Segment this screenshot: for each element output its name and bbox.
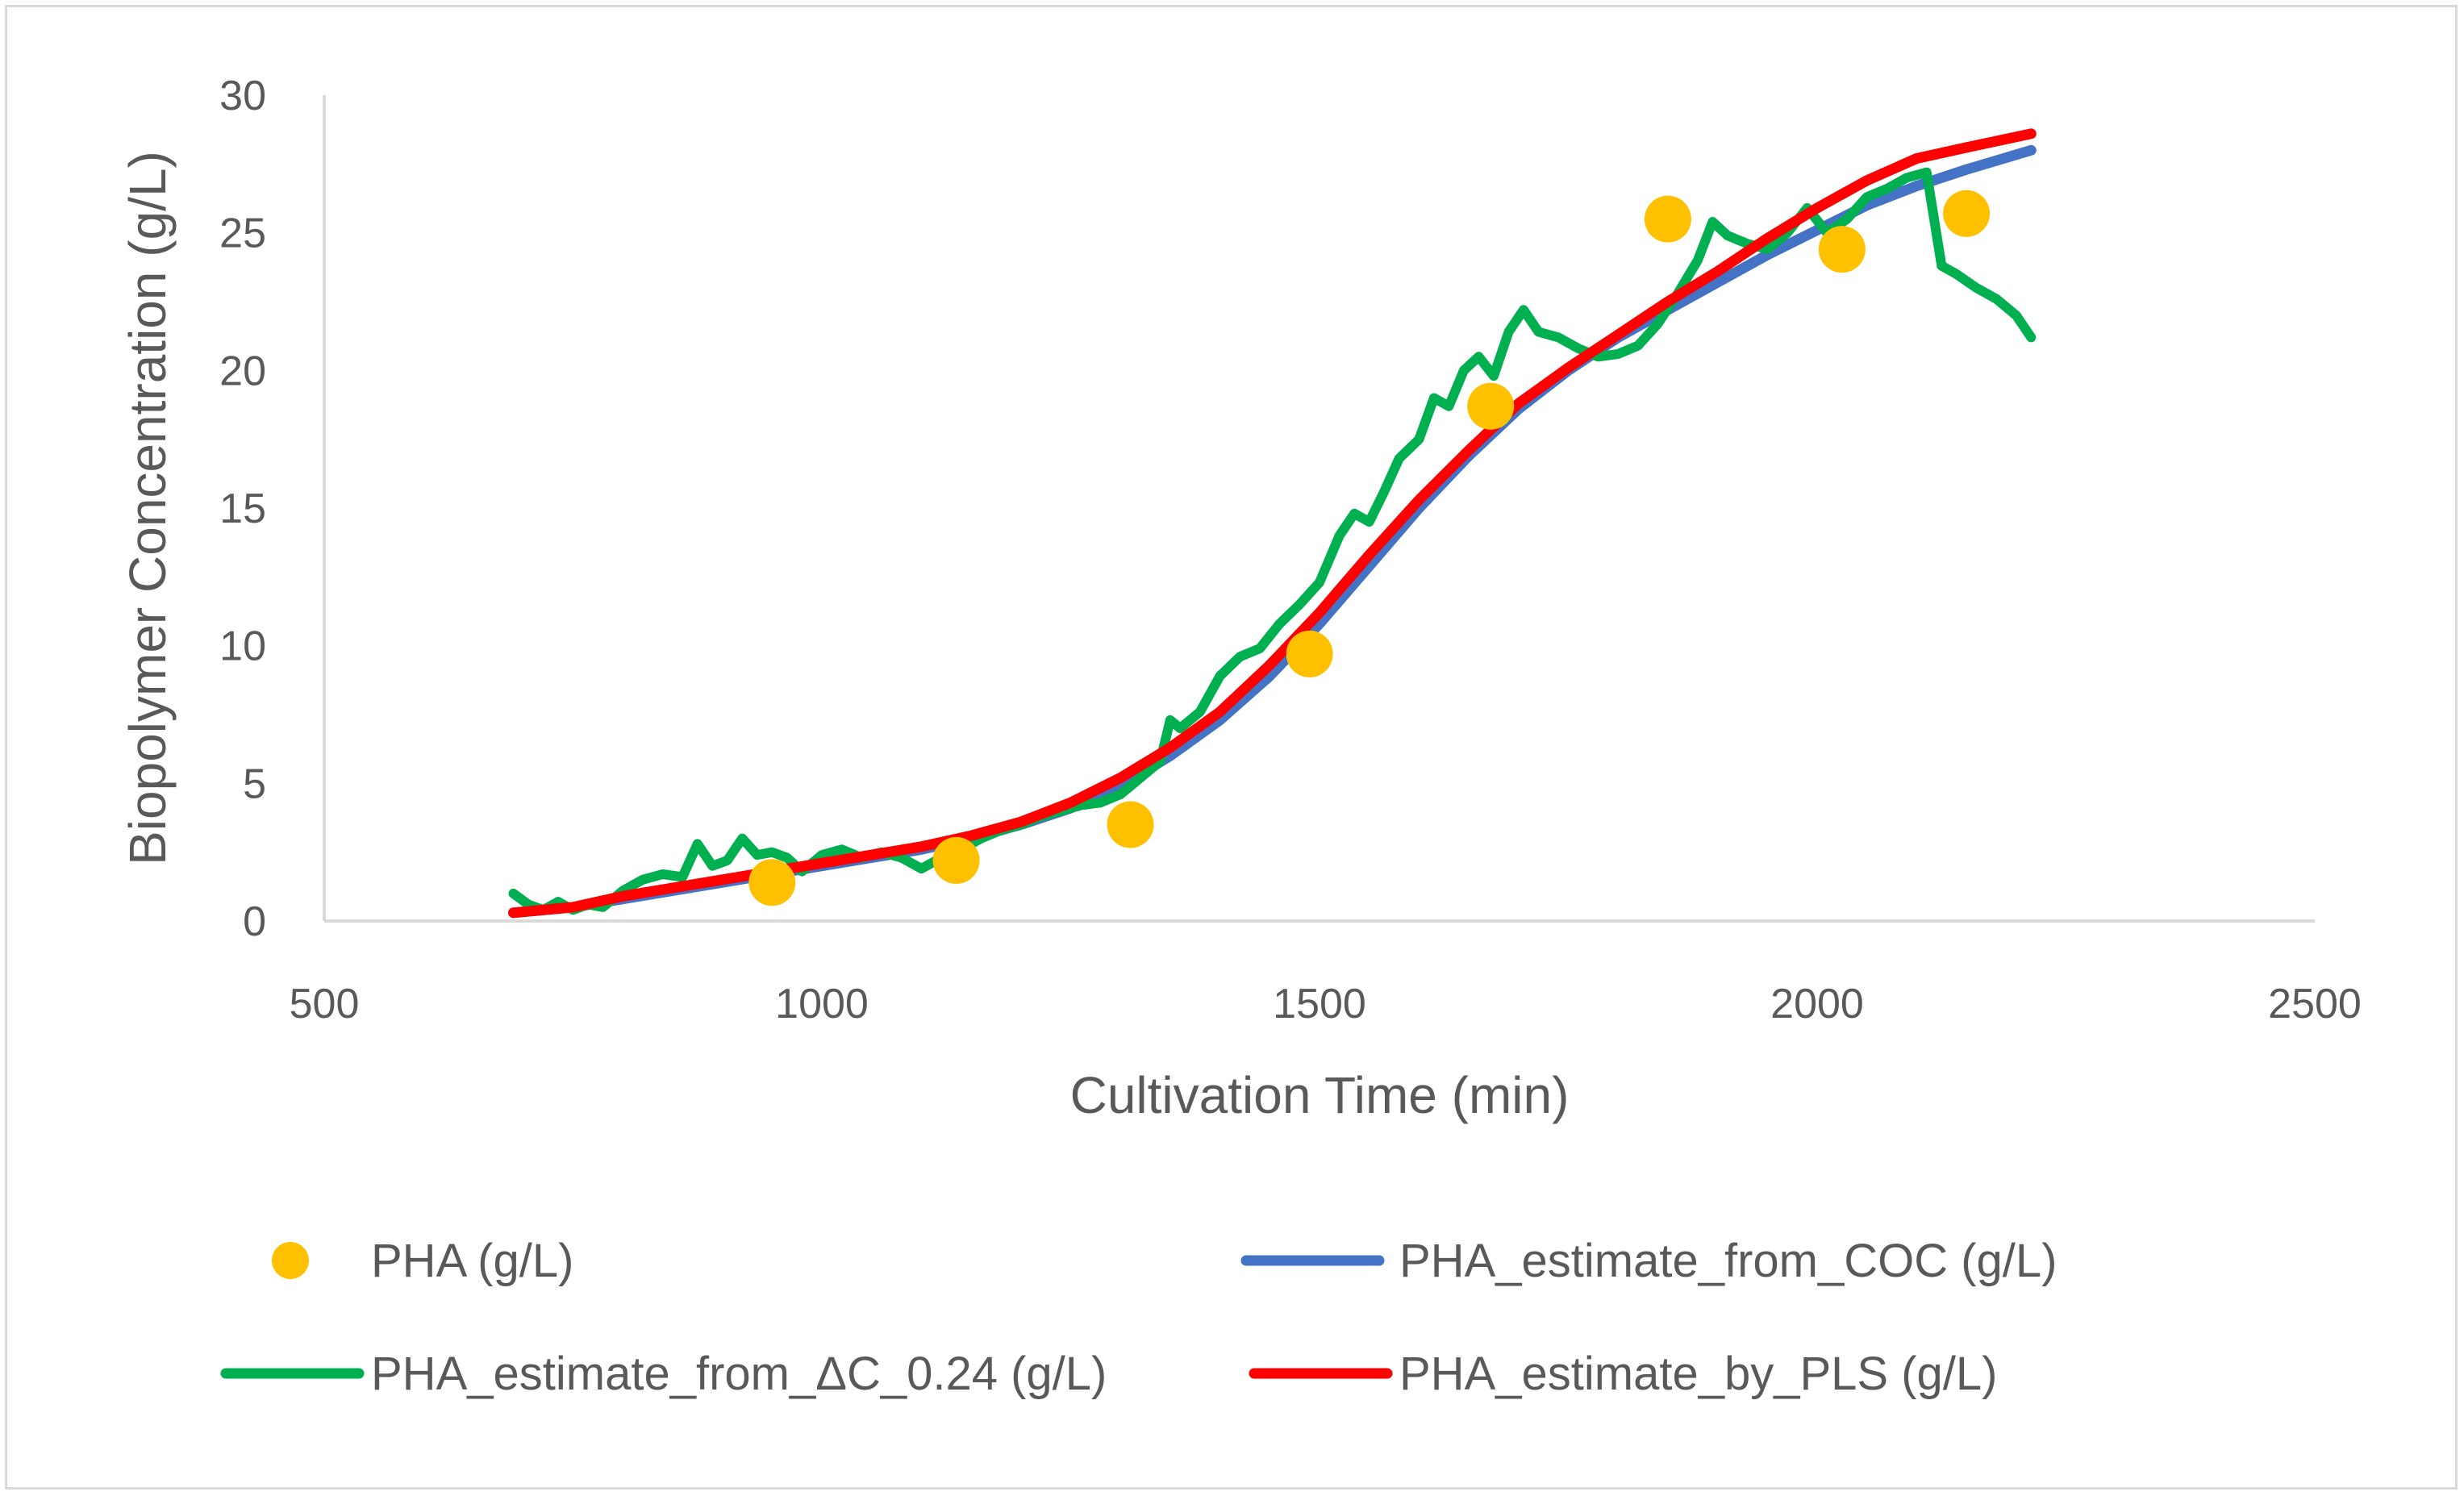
x-tick-label: 1000: [775, 981, 869, 1027]
data-point: [1818, 226, 1866, 273]
legend-marker: [272, 1242, 309, 1279]
legend-label: PHA_estimate_by_PLS (g/L): [1399, 1348, 1997, 1400]
y-tick-label: 25: [219, 210, 266, 257]
data-point: [1943, 190, 1991, 237]
data-point: [1467, 382, 1515, 430]
y-tick-label: 15: [219, 485, 266, 532]
series-layer: [508, 128, 2037, 919]
x-tick-label: 2500: [2268, 981, 2362, 1027]
y-tick-labels: 0 5 10 15 20 25 30: [219, 73, 266, 945]
x-tick-labels: 500 1000 1500 2000 2500: [290, 981, 2362, 1027]
x-axis-title: Cultivation Time (min): [1070, 1066, 1570, 1124]
chart-frame: [5, 5, 2458, 1490]
data-point: [1644, 195, 1691, 243]
data-point: [1107, 801, 1154, 848]
x-tick-label: 2000: [1770, 981, 1864, 1027]
x-tick-label: 1500: [1273, 981, 1366, 1027]
y-tick-label: 5: [243, 761, 266, 807]
legend: PHA (g/L) PHA_estimate_from_COC (g/L) PHA_…: [220, 1235, 2057, 1400]
y-tick-label: 20: [219, 348, 266, 394]
data-point: [748, 859, 796, 906]
y-axis-title: Biopolymer Concentration (g/L): [119, 151, 177, 865]
legend-label: PHA_estimate_from_COC (g/L): [1399, 1235, 2057, 1287]
data-point: [1286, 630, 1333, 677]
y-tick-label: 30: [219, 73, 266, 119]
legend-label: PHA (g/L): [371, 1235, 573, 1287]
series-line: [508, 128, 2037, 919]
series-line: [508, 167, 2037, 915]
legend-label: PHA_estimate_from_ΔC_0.24 (g/L): [371, 1348, 1107, 1400]
series-line: [508, 144, 2037, 919]
y-tick-label: 10: [219, 623, 266, 670]
x-tick-label: 500: [290, 981, 360, 1027]
y-tick-label: 0: [243, 898, 266, 945]
data-point: [932, 836, 980, 884]
